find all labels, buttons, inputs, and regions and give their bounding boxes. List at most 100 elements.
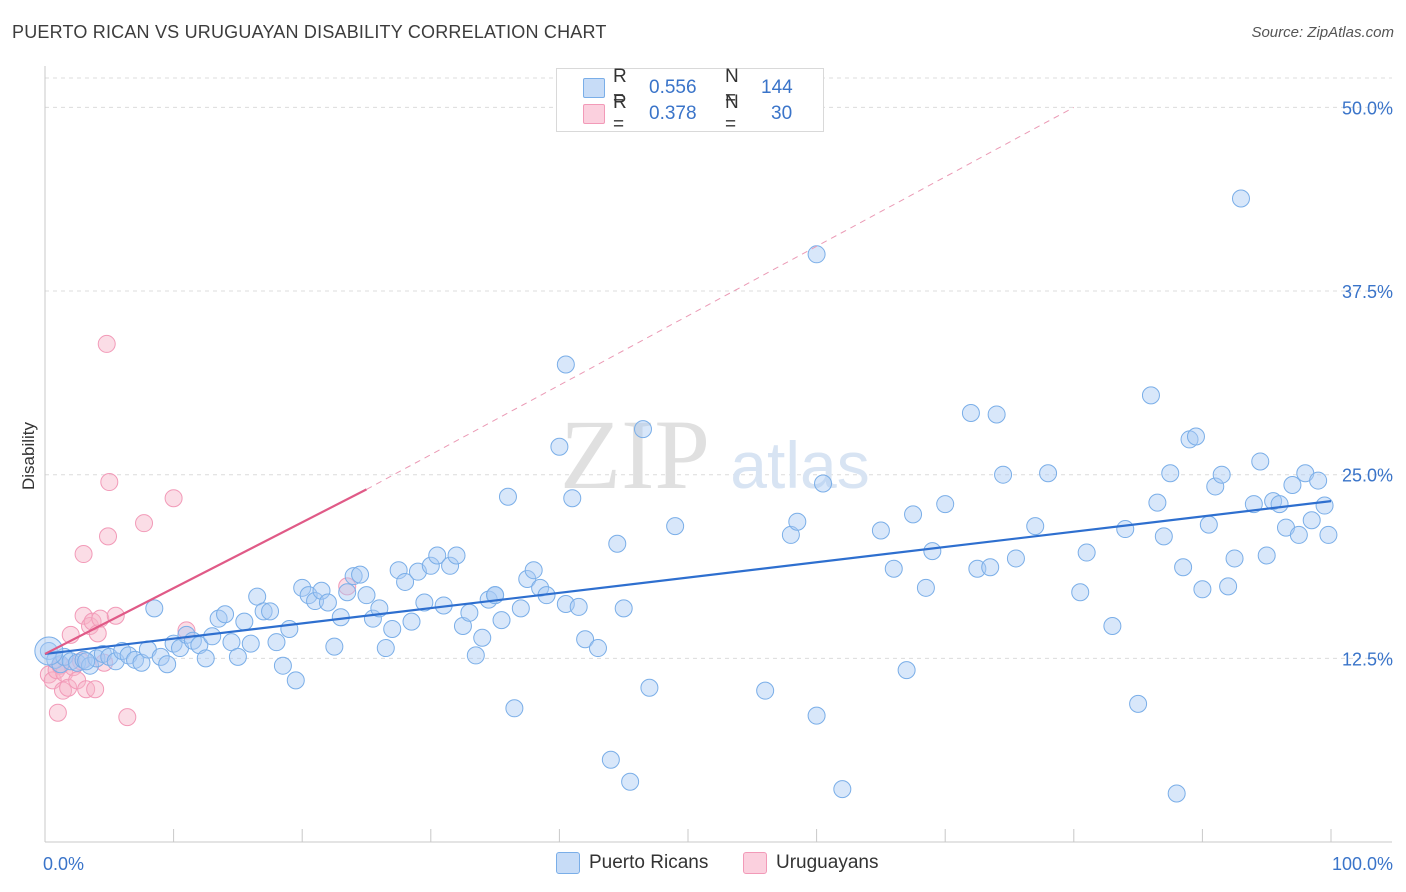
- point-puerto-ricans: [203, 627, 222, 646]
- point-puerto-ricans: [267, 633, 286, 652]
- point-puerto-ricans: [280, 619, 299, 638]
- point-uruguayans: [118, 708, 137, 727]
- point-puerto-ricans: [756, 681, 775, 700]
- point-puerto-ricans: [569, 597, 588, 616]
- legend-swatch-puerto-ricans: [556, 852, 580, 874]
- point-puerto-ricans: [897, 661, 916, 680]
- point-puerto-ricans: [556, 355, 575, 374]
- legend-label: Uruguayans: [776, 852, 879, 873]
- stats-legend: R = 0.556 N = 144 R = 0.378 N = 30: [556, 66, 824, 135]
- point-puerto-ricans: [376, 639, 395, 658]
- point-puerto-ricans: [402, 612, 421, 631]
- point-puerto-ricans: [254, 602, 273, 621]
- point-puerto-ricans: [338, 583, 357, 602]
- point-puerto-ricans: [884, 559, 903, 578]
- x-tick-label-min: 0.0%: [43, 854, 84, 874]
- point-puerto-ricans: [61, 652, 80, 671]
- point-puerto-ricans: [1154, 527, 1173, 546]
- axes: [44, 66, 1392, 843]
- watermark-zip: ZIP: [560, 399, 710, 510]
- point-puerto-ricans: [601, 750, 620, 769]
- trend-line-uruguayans-solid: [44, 488, 368, 655]
- point-puerto-ricans: [325, 637, 344, 656]
- point-puerto-ricans: [563, 489, 582, 508]
- point-puerto-ricans: [273, 656, 292, 675]
- point-puerto-ricans: [466, 646, 485, 665]
- legend-swatch-puerto-ricans: [583, 78, 605, 98]
- n-value: 144: [761, 77, 793, 98]
- point-uruguayans: [164, 489, 183, 508]
- legend-swatch-uruguayans: [743, 852, 767, 874]
- trend-line-uruguayans-dashed: [366, 106, 1075, 490]
- point-puerto-ricans: [344, 567, 363, 586]
- point-uruguayans: [59, 678, 78, 697]
- point-puerto-ricans: [576, 630, 595, 649]
- point-puerto-ricans: [312, 581, 331, 600]
- point-puerto-ricans: [1219, 577, 1238, 596]
- point-uruguayans: [135, 514, 154, 533]
- point-puerto-ricans: [871, 521, 890, 540]
- point-puerto-ricans: [524, 561, 543, 580]
- x-tick-label-max: 100.0%: [1332, 854, 1393, 874]
- point-puerto-ricans: [216, 605, 235, 624]
- point-puerto-ricans: [447, 546, 466, 565]
- point-puerto-ricans: [132, 653, 151, 672]
- point-puerto-ricans: [396, 572, 415, 591]
- point-puerto-ricans: [807, 245, 826, 264]
- point-puerto-ricans: [788, 512, 807, 531]
- point-puerto-ricans: [1174, 558, 1193, 577]
- point-puerto-ricans: [306, 592, 325, 611]
- point-puerto-ricans: [1161, 464, 1180, 483]
- y-tick-label: 25.0%: [1342, 466, 1393, 486]
- point-puerto-ricans: [158, 655, 177, 674]
- n-label: N =: [725, 66, 739, 109]
- point-puerto-ricans: [1231, 189, 1250, 208]
- point-puerto-ricans: [936, 495, 955, 514]
- point-puerto-ricans: [318, 593, 337, 612]
- r-label: R =: [613, 92, 627, 135]
- point-puerto-ricans: [621, 772, 640, 791]
- axis-labels: 12.5% 25.0% 37.5% 50.0% 0.0% 100.0% Disability: [19, 98, 1393, 874]
- source-label: Source: ZipAtlas.com: [1251, 24, 1394, 41]
- point-uruguayans: [48, 703, 67, 722]
- point-puerto-ricans: [833, 780, 852, 799]
- r-value: 0.556: [649, 77, 697, 98]
- point-uruguayans: [86, 680, 105, 699]
- point-puerto-ricans: [428, 546, 447, 565]
- point-puerto-ricans: [1257, 546, 1276, 565]
- point-puerto-ricans: [1077, 543, 1096, 562]
- chart-title: PUERTO RICAN VS URUGUAYAN DISABILITY COR…: [12, 22, 607, 42]
- point-puerto-ricans: [473, 628, 492, 647]
- point-puerto-ricans: [351, 565, 370, 584]
- point-puerto-ricans: [807, 706, 826, 725]
- y-axis-label: Disability: [19, 421, 38, 490]
- point-puerto-ricans: [228, 647, 247, 666]
- point-uruguayans: [99, 527, 118, 546]
- r-value: 0.378: [649, 103, 697, 124]
- point-puerto-ricans: [531, 578, 550, 597]
- point-puerto-ricans: [1315, 496, 1334, 515]
- point-puerto-ricans: [666, 517, 685, 536]
- point-puerto-ricans: [505, 699, 524, 718]
- point-puerto-ricans: [550, 437, 569, 456]
- y-tick-label: 37.5%: [1342, 282, 1393, 302]
- point-puerto-ricans: [441, 556, 460, 575]
- point-puerto-ricans: [981, 558, 1000, 577]
- point-puerto-ricans: [1129, 694, 1148, 713]
- point-puerto-ricans: [1026, 517, 1045, 536]
- y-tick-label: 50.0%: [1342, 98, 1393, 118]
- trend-line-puerto-ricans: [44, 500, 1332, 656]
- point-puerto-ricans: [498, 487, 517, 506]
- point-puerto-ricans: [1193, 580, 1212, 599]
- point-puerto-ricans: [961, 403, 980, 422]
- point-uruguayans: [177, 621, 196, 640]
- point-puerto-ricans: [1270, 495, 1289, 514]
- point-puerto-ricans: [1141, 386, 1160, 405]
- point-puerto-ricans: [1006, 549, 1025, 568]
- point-puerto-ricans: [640, 678, 659, 697]
- point-puerto-ricans: [923, 542, 942, 561]
- point-puerto-ricans: [286, 671, 305, 690]
- point-puerto-ricans: [1319, 525, 1338, 544]
- point-uruguayans: [97, 334, 116, 353]
